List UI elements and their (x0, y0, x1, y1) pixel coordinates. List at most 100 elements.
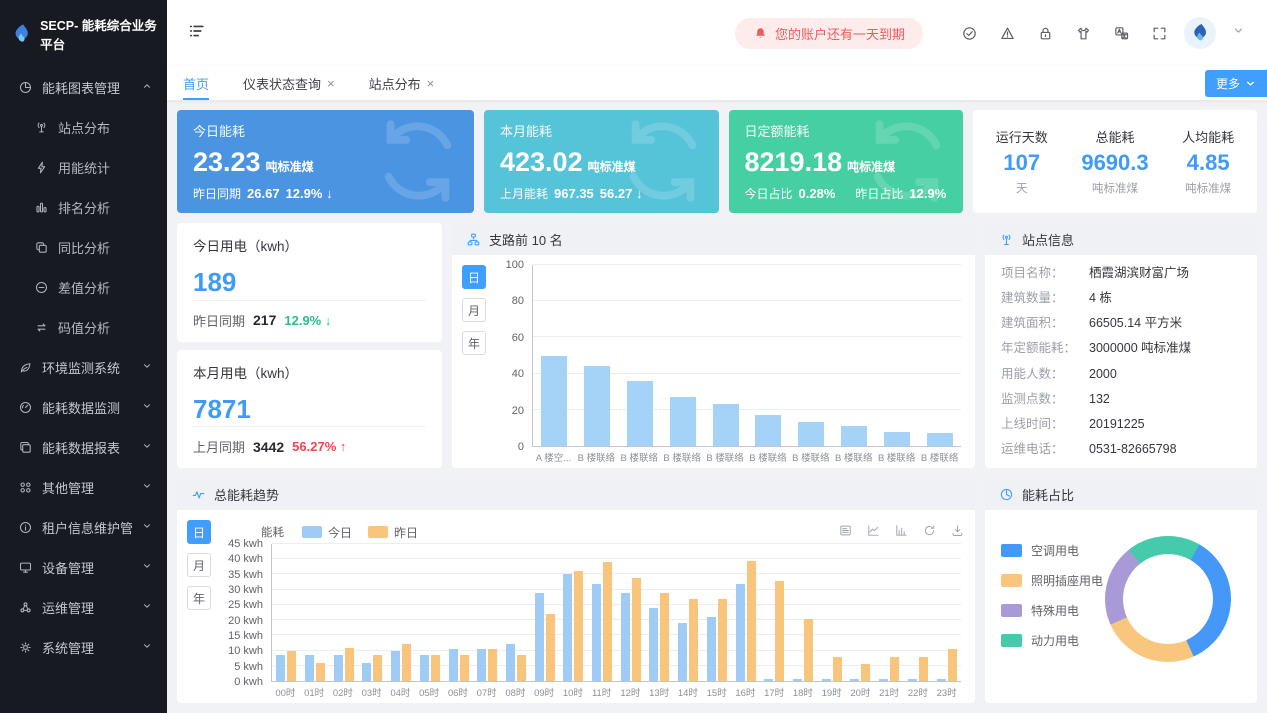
sidebar-item-energy-chart-mgmt[interactable]: 能耗图表管理 (0, 67, 167, 107)
sidebar-item-device-mgmt[interactable]: 设备管理 (0, 547, 167, 587)
bar (477, 649, 487, 681)
close-tab-icon[interactable]: × (327, 75, 335, 91)
tab-site-distribution[interactable]: 站点分布 × (369, 66, 435, 100)
bar (430, 655, 440, 681)
skin-button[interactable] (1075, 25, 1092, 42)
trend-toggle-年[interactable]: 年 (187, 586, 211, 610)
x-tick-label: 19时 (821, 688, 842, 699)
app-title: SECP- 能耗综合业务平台 (40, 18, 157, 52)
bar (344, 647, 354, 681)
info-label: 建筑面积： (1001, 316, 1064, 331)
sidebar-item-system-mgmt[interactable]: 系统管理 (0, 627, 167, 667)
sidebar-item-label: 设备管理 (42, 560, 95, 576)
info-value: 132 (1089, 391, 1110, 406)
legend-label: 空调用电 (1031, 544, 1080, 558)
trend-chart-body: 日月年 能耗 今日 昨日 0 kwh 5 kwh 10 kwh 15 kwh 20 kwh… (177, 510, 975, 703)
sidebar-item-other-mgmt[interactable]: 其他管理 (0, 467, 167, 507)
download-icon (952, 525, 963, 536)
stat-cards-row: 今日能耗 23.23 吨标准煤 昨日同期 26.67 12.9% ↓ 本月能耗 423… (177, 110, 1257, 213)
x-tick-label: B 楼联络 (792, 453, 830, 464)
gridline (272, 664, 961, 666)
lock-button[interactable] (1037, 25, 1054, 42)
donut-legend-item[interactable]: 动力用电 (1001, 632, 1103, 649)
x-tick-label: 06时 (447, 688, 468, 699)
bar (890, 656, 900, 681)
stat-label: 人均能耗 (1182, 130, 1235, 145)
avatar[interactable] (1184, 17, 1216, 49)
warning-button[interactable] (999, 25, 1016, 42)
chevron-down-icon (141, 360, 153, 375)
bar (333, 655, 343, 681)
tab-home[interactable]: 首页 (183, 66, 210, 100)
topbar: 您的账户还有一天到期 (167, 0, 1267, 66)
info-value: 0531-82665798 (1089, 441, 1177, 456)
foot-value: 0.28% (798, 186, 836, 201)
bar (402, 644, 412, 681)
account-expiry-notice[interactable]: 您的账户还有一天到期 (734, 17, 923, 49)
trend-toggle-月[interactable]: 月 (187, 553, 211, 577)
translate-button[interactable] (1113, 25, 1130, 42)
bar (592, 583, 602, 681)
close-tab-icon[interactable]: × (426, 75, 435, 91)
sidebar-item-label: 能耗数据监测 (42, 400, 121, 416)
down-arrow: ↓ (326, 186, 333, 201)
sidebar-item-ops-mgmt[interactable]: 运维管理 (0, 587, 167, 627)
bar-group (619, 265, 662, 446)
legend-item-昨日[interactable]: 昨日 (368, 524, 418, 541)
sidebar-item-energy-usage-stats[interactable]: 用能统计 (0, 147, 167, 187)
toolbox-barchart-button[interactable] (894, 523, 909, 541)
toolbox-linechart-button[interactable] (866, 523, 881, 541)
sidebar-item-difference-analysis[interactable]: 差值分析 (0, 267, 167, 307)
sidebar-item-code-value-analysis[interactable]: 码值分析 (0, 307, 167, 347)
panel-title: 今日用电（kwh） (193, 239, 299, 254)
bar-group (846, 544, 875, 681)
main-column: 您的账户还有一天到期 首页 仪表状态查询 × 站点分布 × 更多 今日能耗 23.23 吨… (167, 0, 1267, 713)
toolbox-download-button[interactable] (950, 523, 965, 541)
branch-top10-panel: 支路前 10 名 日月年 0 20 40 60 80 100 A 楼空... B 楼联络 B 楼… (452, 223, 975, 468)
x-tick-label: 08时 (505, 688, 526, 699)
refresh-icon (924, 525, 935, 536)
sidebar-item-env-monitoring-system[interactable]: 环境监测系统 (0, 347, 167, 387)
bar (879, 678, 889, 681)
foot-pct: 56.27% (292, 439, 337, 454)
sidebar-item-site-distribution[interactable]: 站点分布 (0, 107, 167, 147)
legend-item-今日[interactable]: 今日 (302, 524, 352, 541)
bar (603, 562, 613, 681)
tab-meter-status-query[interactable]: 仪表状态查询 × (243, 66, 335, 100)
site-info-row: 用能人数： 2000 (1001, 367, 1241, 382)
x-tick-label: 02时 (332, 688, 353, 699)
legend-chip (1001, 544, 1022, 557)
sidebar-item-tenant-info-mgmt[interactable]: 租户信息维护管理 (0, 507, 167, 547)
legend-label: 特殊用电 (1031, 604, 1080, 618)
sidebar-item-ranking-analysis[interactable]: 排名分析 (0, 187, 167, 227)
bars-icon (36, 202, 47, 212)
bar (832, 656, 842, 681)
toolbox-dataview-button[interactable] (838, 523, 853, 541)
fullscreen-button[interactable] (1151, 25, 1168, 42)
donut-legend-item[interactable]: 空调用电 (1001, 542, 1103, 559)
sidebar-item-label: 其他管理 (42, 480, 95, 496)
more-tabs-button[interactable]: 更多 (1204, 69, 1267, 97)
info-value: 3000000 吨标准煤 (1089, 341, 1192, 356)
bar-group (918, 265, 961, 446)
sidebar-item-yoy-analysis[interactable]: 同比分析 (0, 227, 167, 267)
branch-toggle-月[interactable]: 月 (462, 298, 486, 322)
branch-toggle-年[interactable]: 年 (462, 331, 486, 355)
donut-legend-item[interactable]: 照明插座用电 (1001, 572, 1103, 589)
antenna-icon (1002, 234, 1011, 245)
theme-check-button[interactable] (961, 25, 978, 42)
panel-title: 总能耗趋势 (214, 487, 280, 503)
collapse-menu-icon[interactable] (187, 21, 207, 46)
bar (316, 662, 326, 681)
trend-toggle-日[interactable]: 日 (187, 520, 211, 544)
panel-title: 能耗占比 (1022, 487, 1075, 503)
branch-toggle-日[interactable]: 日 (462, 265, 486, 289)
sidebar-item-energy-data-monitoring[interactable]: 能耗数据监测 (0, 387, 167, 427)
user-menu-caret-icon[interactable] (1232, 24, 1245, 42)
legend-chip (1001, 574, 1022, 587)
bar (735, 583, 745, 681)
toolbox-refresh-button[interactable] (922, 523, 937, 541)
donut-legend-item[interactable]: 特殊用电 (1001, 602, 1103, 619)
sidebar-item-energy-data-reports[interactable]: 能耗数据报表 (0, 427, 167, 467)
chevdown-icon (144, 403, 150, 408)
